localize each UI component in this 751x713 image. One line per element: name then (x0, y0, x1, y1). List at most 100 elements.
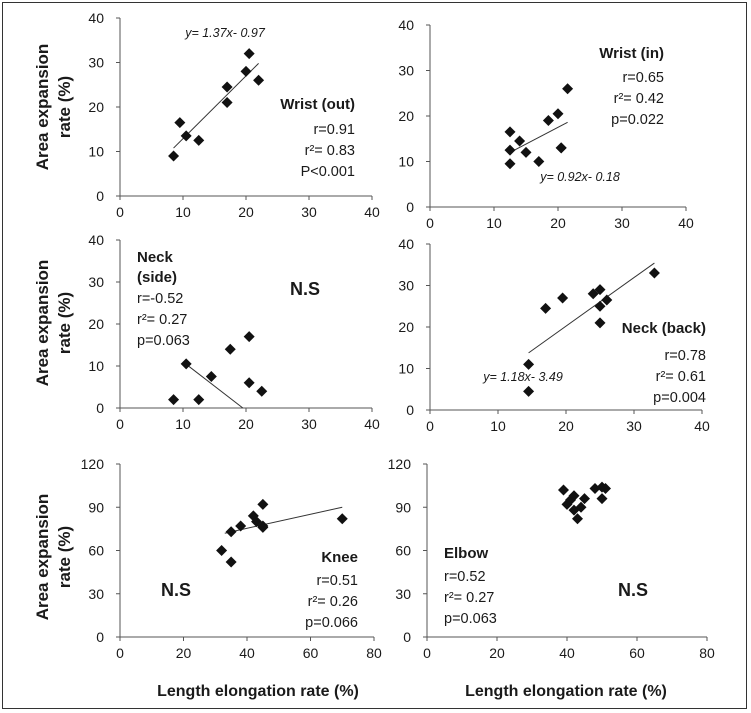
x-tick-label: 20 (176, 645, 192, 661)
y-tick-label: 30 (395, 586, 411, 602)
x-tick-label: 20 (558, 418, 574, 434)
y-tick-label: 30 (88, 586, 104, 602)
stat-r: r=0.51 (316, 573, 358, 589)
x-tick-label: 30 (301, 204, 317, 220)
x-tick-label: 10 (490, 418, 506, 434)
data-point (243, 377, 255, 389)
x-tick-label: 0 (426, 418, 434, 434)
data-point (257, 521, 269, 533)
data-point (504, 144, 516, 156)
stat-r2: r²= 0.27 (137, 312, 187, 328)
x-tick-label: 40 (364, 204, 380, 220)
data-point (555, 142, 567, 154)
data-point (224, 343, 236, 355)
data-point (589, 483, 601, 495)
x-tick-label: 20 (489, 645, 505, 661)
data-point (648, 267, 660, 279)
y-tick-label: 30 (88, 274, 104, 290)
x-tick-label: 20 (550, 215, 566, 231)
data-point (336, 513, 348, 525)
x-tick-label: 30 (301, 416, 317, 432)
stat-r2: r²= 0.26 (308, 594, 358, 610)
x-tick-label: 40 (694, 418, 710, 434)
y-tick-label: 20 (88, 99, 104, 115)
stat-r2: r²= 0.42 (614, 91, 664, 107)
x-tick-label: 80 (366, 645, 382, 661)
data-point (552, 108, 564, 120)
y-tick-label: 10 (88, 144, 104, 160)
data-point (504, 126, 516, 138)
panel-title: Neck (back) (622, 320, 706, 337)
y-tick-label: 20 (88, 316, 104, 332)
x-tick-label: 10 (175, 204, 191, 220)
y-tick-label: 10 (398, 361, 414, 377)
panel-title: Neck (side) (137, 249, 177, 286)
y-tick-label: 120 (388, 456, 412, 472)
data-point (240, 65, 252, 77)
data-point (221, 81, 233, 93)
y-tick-label: 10 (88, 358, 104, 374)
data-point (568, 490, 580, 502)
trend-line (224, 506, 343, 534)
y-tick-label: 0 (406, 402, 414, 418)
y-tick-label: 0 (96, 400, 104, 416)
data-point (253, 74, 265, 86)
stat-p: p=0.022 (611, 112, 664, 128)
y-tick-label: 30 (88, 55, 104, 71)
x-axis-label-right: Length elongation rate (%) (465, 683, 667, 700)
data-point (579, 493, 590, 505)
x-axis-label-left: Length elongation rate (%) (157, 683, 359, 700)
trend-line (509, 121, 568, 153)
x-tick-label: 30 (626, 418, 642, 434)
stat-r: r=-0.52 (137, 291, 183, 307)
y-tick-label: 0 (406, 199, 414, 215)
chart-elbow: 0 20 40 60 80 0 30 60 90 120 Elbow r=0.52 r²= 0.27 p=… (388, 456, 715, 661)
stat-r: r=0.65 (622, 70, 664, 86)
data-point (523, 358, 535, 370)
y-tick-label: 60 (88, 543, 104, 559)
data-point (216, 545, 228, 556)
y-axis-label-row3: Area expansion rate (%) (33, 494, 74, 621)
data-point (601, 294, 613, 306)
data-point (520, 146, 532, 158)
panel-title: Elbow (444, 545, 488, 562)
x-tick-label: 30 (614, 215, 630, 231)
x-tick-label: 40 (239, 645, 255, 661)
stat-r: r=0.78 (664, 348, 706, 364)
data-point (557, 292, 569, 304)
x-tick-label: 10 (486, 215, 502, 231)
data-point (257, 498, 269, 510)
stat-r2: r²= 0.61 (656, 369, 706, 385)
y-tick-label: 40 (398, 236, 414, 252)
ns-label: N.S (290, 279, 320, 299)
data-point (180, 130, 192, 142)
data-point (523, 385, 535, 397)
y-axis-label-row2: Area expansion rate (%) (33, 260, 74, 387)
panel-title: Wrist (in) (599, 45, 664, 62)
x-tick-label: 10 (175, 416, 191, 432)
data-point (193, 134, 205, 146)
data-point (205, 371, 217, 382)
chart-neck-back: 0 10 20 30 40 0 10 20 30 40 Neck (back) r=0.78 r²= 0… (398, 236, 710, 434)
stat-p: P<0.001 (301, 164, 355, 180)
data-point (572, 513, 583, 525)
data-point (221, 97, 233, 109)
trend-line (182, 361, 244, 409)
stat-p: p=0.004 (653, 390, 706, 406)
x-tick-label: 40 (559, 645, 575, 661)
data-point (540, 302, 552, 314)
stat-p: p=0.063 (444, 611, 497, 627)
y-tick-label: 20 (398, 108, 414, 124)
x-tick-label: 60 (303, 645, 319, 661)
data-point (596, 493, 608, 505)
data-point (542, 115, 554, 127)
x-tick-label: 0 (116, 204, 124, 220)
chart-knee: 0 20 40 60 80 0 30 60 90 120 Knee r=0.51 r²= 0.26 p=0… (81, 456, 382, 661)
stat-p: p=0.063 (137, 333, 190, 349)
data-point (174, 117, 186, 129)
stat-r2: r²= 0.27 (444, 590, 494, 606)
y-tick-label: 30 (398, 63, 414, 79)
data-point (514, 135, 526, 147)
y-tick-label: 90 (395, 499, 411, 515)
